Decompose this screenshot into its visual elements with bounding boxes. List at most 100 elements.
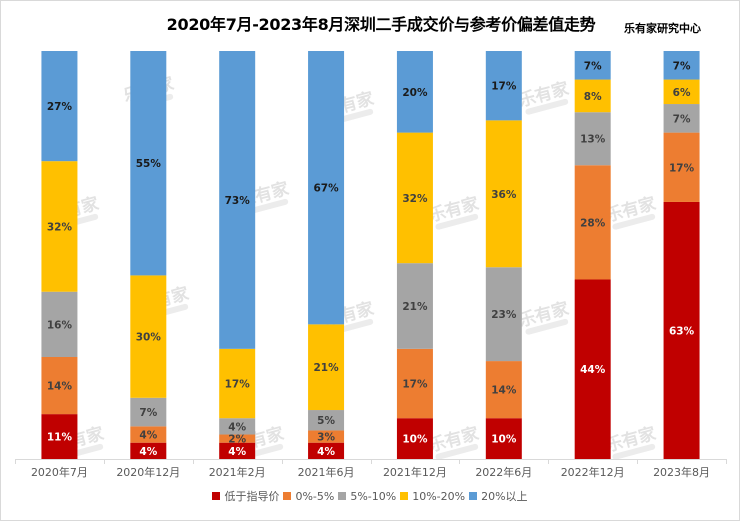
bar-stack: 4%2%4% 17% 73% — [219, 51, 256, 459]
data-label: 32% — [402, 193, 428, 205]
bar-segment — [574, 165, 611, 280]
bar-segment — [574, 51, 611, 80]
bar-segment — [663, 201, 700, 459]
bar-segment — [485, 418, 522, 459]
watermark: 乐有家 — [603, 193, 658, 230]
chart-legend: 低于指导价 0%-5% 5%-10% 10%-20% 20%以上 — [0, 488, 740, 504]
bar-segment — [308, 442, 345, 459]
bar-segment — [308, 410, 345, 431]
data-label: 21% — [402, 301, 428, 313]
x-axis: 2020年7月 2020年12月 2021年2月 2021年6月 2021年12月 202… — [15, 459, 727, 479]
bar-segment — [396, 263, 433, 349]
data-label: 8% — [584, 91, 602, 103]
data-label: 21% — [313, 362, 339, 374]
bar-segment — [396, 51, 433, 133]
data-label: 17% — [491, 81, 517, 93]
bar-stack: 4% 3% 5% 21% 67% — [308, 51, 345, 459]
legend-item: 0%-5% — [283, 490, 334, 503]
legend-label: 10%-20% — [412, 490, 466, 503]
watermark: 乐有家 — [603, 423, 658, 460]
bar-stack: 11% 14% 16% 32% 27% — [41, 51, 78, 459]
data-label: 7% — [584, 60, 602, 72]
legend-item: 10%-20% — [400, 490, 465, 503]
data-label: 36% — [491, 189, 517, 201]
legend-item: 低于指导价 — [212, 488, 279, 504]
x-tick-label: 2021年6月 — [298, 465, 355, 479]
data-label: 7% — [673, 60, 691, 72]
bar-segment — [219, 51, 256, 349]
bar-segment — [130, 442, 167, 459]
bar-segment — [308, 51, 345, 325]
bar-segment — [41, 51, 78, 162]
bar-stack: 10% 14% 23% 36% 17% — [485, 51, 522, 459]
data-label: 17% — [225, 379, 251, 391]
data-label: 4% — [139, 446, 157, 458]
bar-segment — [41, 414, 78, 459]
data-label: 4% — [228, 446, 246, 458]
bar-segment — [485, 51, 522, 121]
bar-segment — [396, 132, 433, 264]
bar-segment — [485, 267, 522, 362]
data-label: 23% — [491, 309, 517, 321]
bar-segment — [219, 442, 256, 459]
chart-source: 乐有家研究中心 — [624, 22, 701, 35]
bar-segment — [130, 51, 167, 276]
data-label: 13% — [580, 134, 606, 146]
x-tick-label: 2022年6月 — [475, 465, 532, 479]
data-label: 16% — [47, 319, 73, 331]
x-tick-label: 2021年2月 — [209, 465, 266, 479]
bar-segment — [663, 79, 700, 105]
data-label: 5% — [317, 415, 335, 427]
legend-swatch — [338, 492, 347, 500]
watermark: 乐有家 — [426, 423, 481, 460]
bar-segment — [396, 418, 433, 459]
bars-layer: 11%14%16%32%27%4%4%7%30%55%4%2%4%17%73%4… — [41, 51, 700, 459]
data-label: 67% — [313, 183, 339, 195]
bar-segment — [396, 348, 433, 419]
data-label: 17% — [402, 379, 428, 391]
x-tick-label: 2020年12月 — [116, 465, 180, 479]
x-tick-label: 2023年8月 — [653, 465, 710, 479]
bar-segment — [485, 120, 522, 268]
legend-label: 低于指导价 — [224, 490, 280, 503]
data-label: 20% — [402, 87, 428, 99]
x-tick-label: 2021年12月 — [383, 465, 447, 479]
data-label: 2% — [228, 434, 246, 446]
bar-segment — [663, 51, 700, 80]
watermark: 乐有家 — [516, 298, 571, 335]
legend-item: 5%-10% — [338, 490, 396, 503]
data-label: 27% — [47, 101, 73, 113]
data-label: 4% — [317, 446, 335, 458]
bar-segment — [574, 79, 611, 113]
data-label: 14% — [491, 385, 517, 397]
data-label: 55% — [136, 158, 162, 170]
data-label: 7% — [139, 407, 157, 419]
bar-segment — [130, 275, 167, 398]
bar-stack: 44% 28% 13% 8% 7% — [574, 51, 611, 459]
bar-stack: 63% 17% 7% 6% 7% — [663, 51, 700, 459]
bar-segment — [574, 112, 611, 166]
data-label: 17% — [669, 162, 695, 174]
bar-segment — [574, 279, 611, 459]
bar-segment — [41, 357, 78, 415]
data-label: 32% — [47, 221, 73, 233]
chart-title: 2020年7月-2023年8月深圳二手成交价与参考价偏差值走势 — [166, 15, 596, 34]
bar-segment — [41, 291, 78, 357]
data-label: 10% — [491, 434, 517, 446]
bar-segment — [663, 104, 700, 133]
data-label: 14% — [47, 381, 73, 393]
bar-segment — [219, 418, 256, 435]
data-label: 28% — [580, 217, 606, 229]
x-tick-label: 2022年12月 — [561, 465, 625, 479]
data-label: 44% — [580, 364, 606, 376]
bar-segment — [308, 430, 345, 443]
legend-item: 20%以上 — [469, 488, 528, 504]
legend-swatch — [400, 492, 409, 500]
legend-label: 5%-10% — [350, 490, 397, 503]
legend-label: 20%以上 — [481, 490, 528, 503]
data-label: 4% — [228, 421, 246, 433]
legend-swatch — [283, 492, 292, 500]
bar-segment — [219, 434, 256, 443]
